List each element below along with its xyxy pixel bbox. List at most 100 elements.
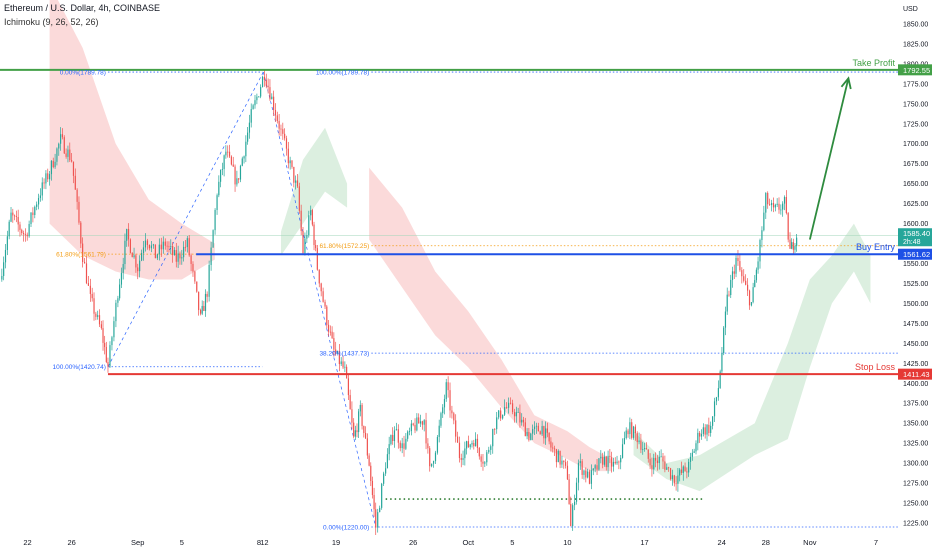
fib-trend-right <box>263 71 377 528</box>
level-price-tag-text: 1411.43 <box>903 370 930 379</box>
candle-down <box>787 213 789 240</box>
candle-down <box>581 461 583 475</box>
candle-down <box>563 460 565 463</box>
candle-up <box>119 284 121 299</box>
candle-down <box>47 173 49 180</box>
candle-up <box>416 417 418 431</box>
candle-up <box>625 430 627 439</box>
candle-down <box>65 153 67 157</box>
current-price-countdown: 2h:48 <box>903 239 921 246</box>
candle-down <box>414 424 416 431</box>
candle-down <box>392 435 394 442</box>
candle-up <box>780 209 782 211</box>
candle-up <box>271 96 273 100</box>
candle-down <box>346 366 348 379</box>
candle-down <box>278 121 280 129</box>
candle-down <box>316 248 318 270</box>
candle-up <box>763 212 765 231</box>
x-tick-label: 26 <box>409 538 417 547</box>
candle-down <box>82 243 84 262</box>
candle-down <box>13 215 16 217</box>
candle-up <box>443 398 446 408</box>
fib-trend-left <box>107 71 264 367</box>
candle-down <box>453 413 455 421</box>
y-tick-label: 1750.00 <box>903 101 928 108</box>
candle-down <box>63 137 65 154</box>
candle-down <box>548 432 550 442</box>
candle-up <box>225 151 227 156</box>
x-tick-label: 7 <box>874 538 878 547</box>
candle-down <box>403 443 405 449</box>
candle-up <box>162 241 164 250</box>
candle-up <box>173 250 176 256</box>
candle-down <box>17 217 19 225</box>
candle-down <box>792 242 794 250</box>
x-tick-label: 10 <box>563 538 571 547</box>
candle-up <box>677 475 679 484</box>
candle-down <box>737 257 739 262</box>
candle-down <box>85 263 88 284</box>
candle-down <box>559 450 561 465</box>
candle-up <box>177 253 179 262</box>
candle-down <box>71 160 73 162</box>
candle-up <box>354 430 356 437</box>
candle-down <box>285 138 288 149</box>
time-axis-bg <box>0 535 898 550</box>
candle-up <box>466 441 468 449</box>
candle-up <box>590 470 592 484</box>
candle-up <box>41 182 43 196</box>
candle-down <box>618 461 620 463</box>
candle-down <box>351 409 353 423</box>
candle-down <box>568 479 570 505</box>
candle-down <box>614 461 616 464</box>
candle-down <box>631 422 633 438</box>
candle-down <box>566 465 569 480</box>
level-label: Stop Loss <box>855 362 896 372</box>
candle-up <box>719 371 721 389</box>
candle-up <box>660 456 662 458</box>
candle-down <box>363 425 365 433</box>
candle-down <box>296 180 299 187</box>
candle-up <box>594 465 596 469</box>
candle-down <box>356 430 358 433</box>
candle-up <box>431 463 433 467</box>
candle-up <box>498 410 500 418</box>
candle-down <box>449 390 451 411</box>
candle-down <box>298 186 300 211</box>
candle-down <box>104 342 106 348</box>
candle-down <box>649 458 651 466</box>
candle-down <box>267 85 269 88</box>
candle-up <box>115 302 117 322</box>
candle-down <box>19 224 21 230</box>
candle-down <box>524 422 526 437</box>
candle-down <box>199 310 202 314</box>
ichimoku-cloud-red-1 <box>369 167 612 472</box>
candle-down <box>331 331 333 339</box>
candle-down <box>273 96 275 110</box>
candle-down <box>634 426 636 434</box>
candle-down <box>704 427 706 435</box>
candle-up <box>410 423 412 432</box>
candle-down <box>127 228 130 240</box>
candle-down <box>21 229 23 233</box>
candle-down <box>746 284 749 291</box>
candle-up <box>796 237 798 247</box>
y-tick-label: 1525.00 <box>903 281 928 288</box>
candle-down <box>539 431 541 435</box>
candle-up <box>419 421 422 424</box>
candle-down <box>265 79 267 86</box>
candle-up <box>526 431 528 437</box>
candle-up <box>490 446 492 450</box>
candle-down <box>83 261 86 264</box>
candle-down <box>72 161 75 176</box>
x-tick-label: Oct <box>462 538 475 547</box>
candle-up <box>336 350 339 354</box>
candle-down <box>537 425 539 432</box>
candle-up <box>423 420 425 425</box>
candle-up <box>436 436 439 453</box>
candle-up <box>142 247 145 254</box>
candle-down <box>570 504 572 527</box>
candle-down <box>74 175 76 190</box>
candle-up <box>731 271 734 280</box>
